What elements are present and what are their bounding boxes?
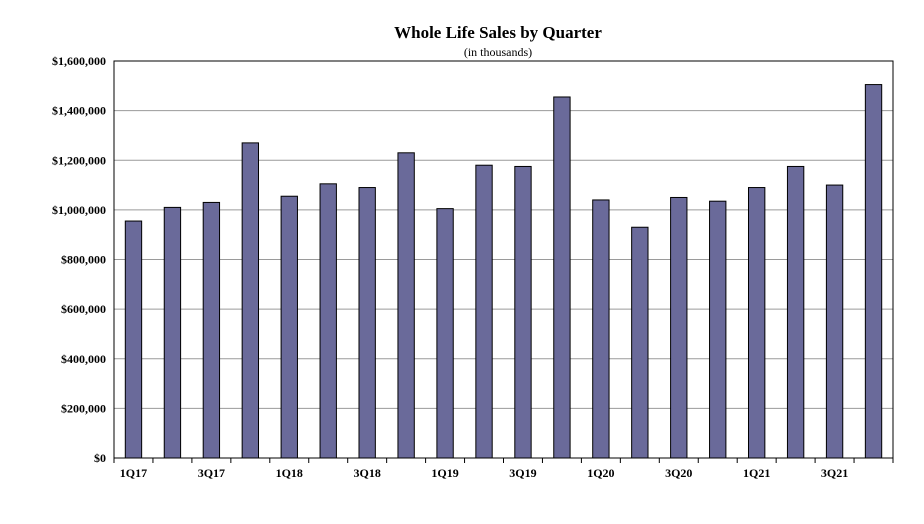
bar-3Q17 xyxy=(202,201,221,459)
bar-1Q21 xyxy=(747,187,766,459)
bar-3Q18 xyxy=(358,187,376,459)
bar-3Q20 xyxy=(670,196,688,459)
bar-1Q18 xyxy=(280,195,298,459)
x-tick-label: 3Q18 xyxy=(354,466,381,480)
bar-1Q19 xyxy=(436,208,454,459)
x-tick-label: 1Q20 xyxy=(587,466,614,480)
x-tick-label: 3Q17 xyxy=(198,466,225,480)
bar-4Q17 xyxy=(241,142,260,459)
x-tick-label: 3Q19 xyxy=(509,466,536,480)
y-tick-label: $0 xyxy=(94,451,106,465)
bar-1Q17 xyxy=(124,220,143,459)
y-tick-label: $800,000 xyxy=(61,253,106,267)
x-tick-label: 3Q21 xyxy=(821,466,848,480)
bar-1Q20 xyxy=(592,199,610,459)
bar-2Q19 xyxy=(475,164,493,459)
bar-2Q20 xyxy=(631,226,649,459)
bar-3Q19 xyxy=(514,165,532,459)
y-tick-label: $200,000 xyxy=(61,401,106,415)
x-tick-label: 3Q20 xyxy=(665,466,692,480)
bar-2Q17 xyxy=(163,206,182,459)
axes xyxy=(113,60,894,463)
y-tick-label: $1,400,000 xyxy=(52,104,106,118)
x-tick-label: 1Q18 xyxy=(276,466,303,480)
bars xyxy=(124,84,883,459)
x-tick-label: 1Q17 xyxy=(120,466,147,480)
bar-4Q20 xyxy=(709,200,727,459)
bar-3Q21 xyxy=(825,184,844,459)
y-tick-label: $1,200,000 xyxy=(52,153,106,167)
x-tick-label: 1Q19 xyxy=(431,466,458,480)
bar-4Q18 xyxy=(397,152,415,459)
chart-title: Whole Life Sales by Quarter xyxy=(394,23,602,42)
bar-4Q19 xyxy=(553,96,571,459)
x-tick-label: 1Q21 xyxy=(743,466,770,480)
y-tick-label: $1,600,000 xyxy=(52,54,106,68)
y-tick-label: $400,000 xyxy=(61,352,106,366)
x-tick-labels: 1Q17 3Q17 1Q18 3Q18 1Q19 3Q19 1Q20 3Q20 1Q21 3Q21 xyxy=(120,466,848,480)
bar-2Q18 xyxy=(319,183,337,459)
bar-2Q21 xyxy=(786,165,805,459)
y-tick-label: $600,000 xyxy=(61,302,106,316)
bar-4Q21 xyxy=(864,84,883,459)
y-tick-labels: $0 $200,000 $400,000 $600,000 $800,000 $1,000… xyxy=(52,54,106,465)
gridlines xyxy=(114,60,893,409)
chart-subtitle: (in thousands) xyxy=(464,45,532,59)
y-tick-label: $1,000,000 xyxy=(52,203,106,217)
